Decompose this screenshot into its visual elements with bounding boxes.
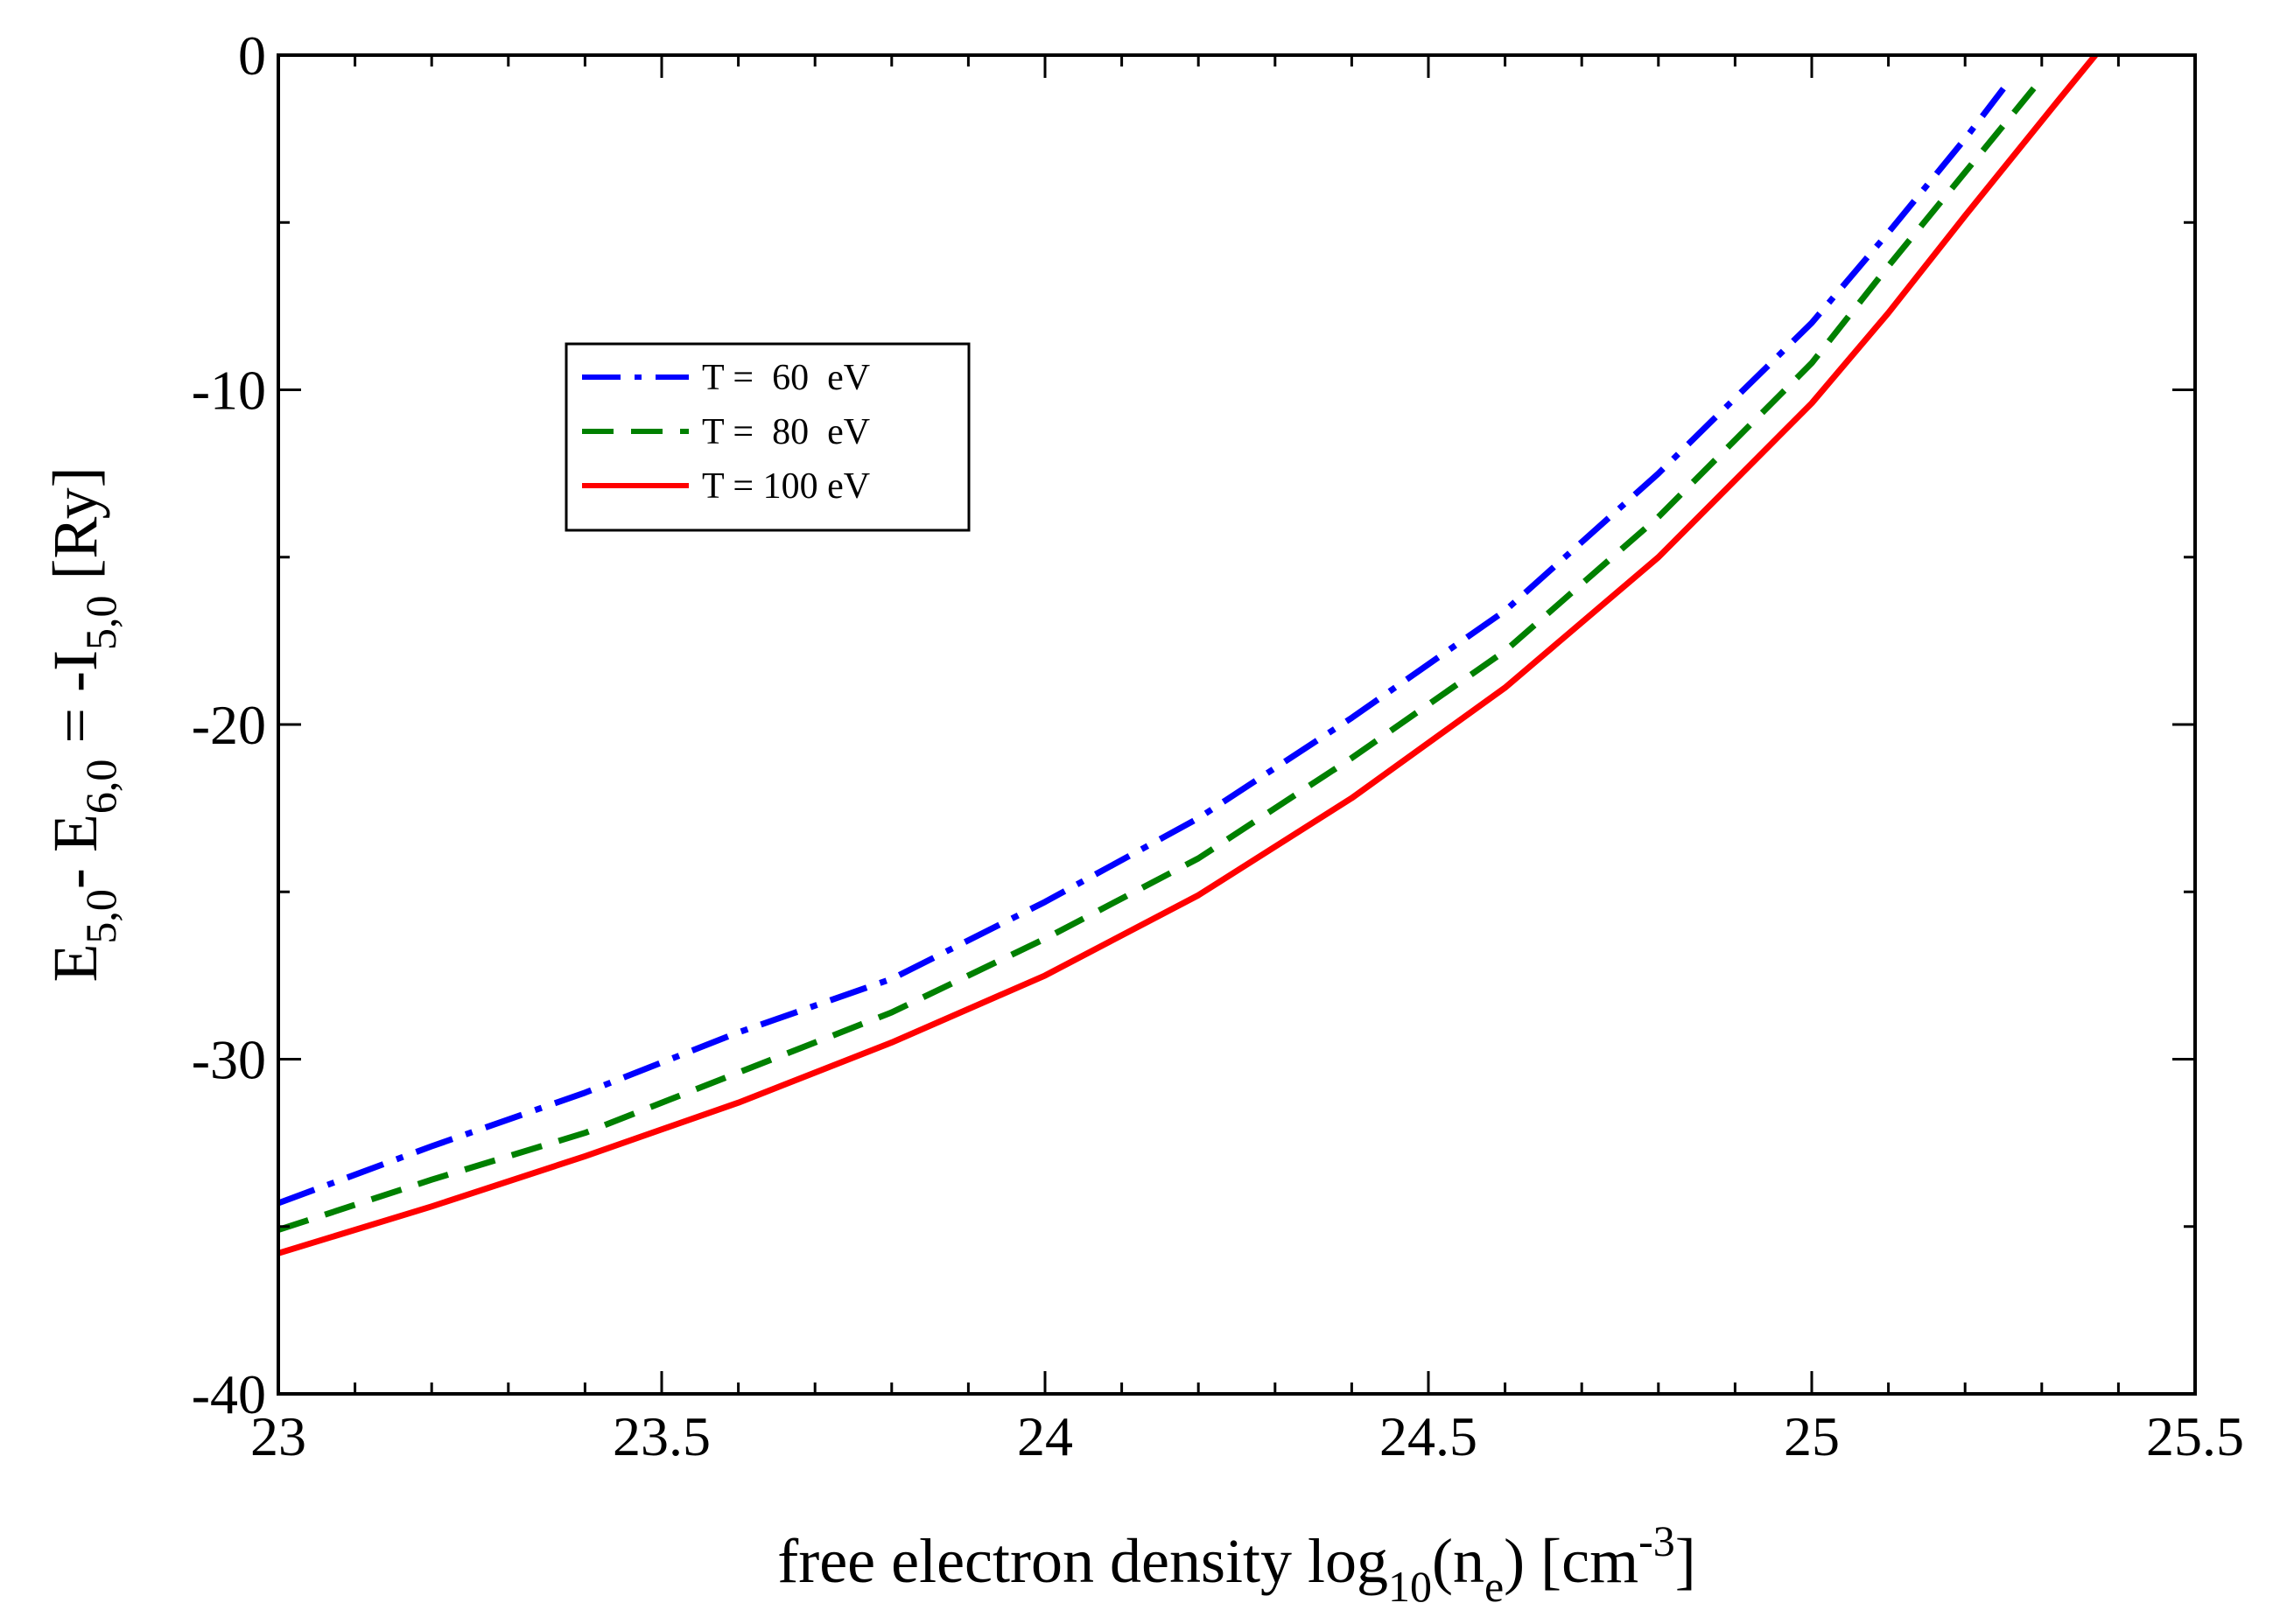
y-tick-label: 0 xyxy=(238,24,266,87)
series-line-1 xyxy=(277,87,2006,1207)
y-tick-label: -10 xyxy=(192,360,266,422)
x-tick-label: 23.5 xyxy=(613,1405,711,1467)
series-line-2 xyxy=(277,76,2045,1233)
series-layer xyxy=(277,52,2098,1256)
y-label-sub2: 6,0 xyxy=(76,760,125,815)
x-label-text-2: (n xyxy=(1432,1526,1484,1596)
y-label-E2: E xyxy=(40,814,110,852)
tick-labels: 23 23.5 24 24.5 25 25.5 0 -10 -20 -30 -40 xyxy=(192,24,2244,1467)
legend-label-3: T = 100 eV xyxy=(702,466,870,507)
y-axis-label: E5,0- E6,0 = -I5,0 [Ry] xyxy=(40,466,125,982)
y-label-sub1: 5,0 xyxy=(76,889,125,944)
axis-ticks xyxy=(277,53,2197,1396)
y-label-sub3: 5,0 xyxy=(76,596,125,651)
y-label-eq: = -I xyxy=(40,650,110,760)
legend-label-1: T = 60 eV xyxy=(702,358,870,398)
y-tick-label: -20 xyxy=(192,694,266,756)
x-label-sup: -3 xyxy=(1638,1516,1675,1565)
y-label-minus: - xyxy=(40,852,110,889)
legend-box xyxy=(565,342,971,532)
plot-frame xyxy=(277,53,2197,1396)
x-axis-label: free electron density log10(ne) [cm-3] xyxy=(777,1516,1695,1611)
x-tick-label: 24.5 xyxy=(1379,1405,1477,1467)
y-label-E1: E xyxy=(40,944,110,983)
series-line-3 xyxy=(277,52,2098,1256)
x-label-text-3: ) [cm xyxy=(1504,1526,1638,1596)
legend-label-2: T = 80 eV xyxy=(702,412,870,452)
x-label-text-4: ] xyxy=(1675,1526,1696,1596)
x-tick-label: 23 xyxy=(250,1405,306,1467)
x-label-sub-e: e xyxy=(1484,1562,1504,1611)
x-tick-label: 25 xyxy=(1784,1405,1840,1467)
x-label-text: free electron density log xyxy=(777,1526,1388,1596)
y-tick-label: -30 xyxy=(192,1029,266,1091)
x-label-sub-10: 10 xyxy=(1388,1562,1432,1611)
y-label-unit: [Ry] xyxy=(40,466,110,595)
x-tick-label: 25.5 xyxy=(2146,1405,2244,1467)
x-tick-label: 24 xyxy=(1017,1405,1073,1467)
legend-items: T = 60 eV T = 80 eV T = 100 eV xyxy=(582,358,870,507)
y-tick-label: -40 xyxy=(192,1363,266,1425)
legend: T = 60 eV T = 80 eV T = 100 eV xyxy=(565,342,971,532)
